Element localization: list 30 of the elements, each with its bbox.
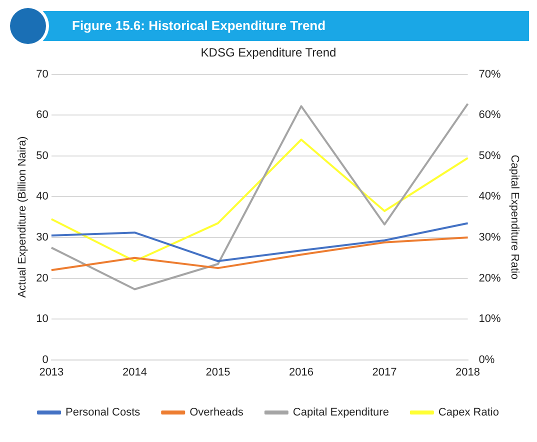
y-axis-title: Actual Expenditure (Billion Naira) (16, 136, 29, 298)
y2-tick-label: 50% (478, 150, 502, 162)
y-tick-label: 30 (36, 232, 48, 244)
y2-tick-label: 0% (478, 354, 495, 366)
legend-label: Personal Costs (66, 406, 141, 419)
y2-tick-label: 60% (478, 109, 502, 122)
x-tick-label: 2015 (206, 366, 230, 378)
y-tick-label: 60 (36, 109, 48, 122)
x-tick-label: 2014 (122, 366, 147, 378)
y2-axis-title: Capital Expenditure Ratio (508, 154, 520, 280)
y-tick-label: 70 (36, 68, 48, 80)
legend-label: Capex Ratio (438, 406, 499, 419)
y2-tick-label: 70% (478, 68, 502, 80)
y-tick-label: 10 (36, 313, 48, 326)
y2-tick-label: 40% (478, 190, 502, 203)
y2-tick-label: 30% (478, 232, 502, 244)
y-tick-label: 50 (36, 150, 48, 162)
chart-title: Figure 15.6: Historical Expenditure Trend (42, 11, 529, 41)
y2-tick-label: 20% (478, 272, 502, 284)
x-tick-label: 2016 (289, 366, 314, 378)
x-tick-label: 2017 (372, 366, 397, 378)
legend-label: Capital Expenditure (292, 406, 389, 419)
x-tick-label: 2018 (456, 366, 480, 378)
legend-label: Overheads (190, 406, 244, 419)
y2-tick-label: 10% (478, 313, 502, 326)
y-tick-label: 40 (36, 190, 48, 203)
y-tick-label: 0 (42, 354, 48, 366)
chart-subtitle: KDSG Expenditure Trend (200, 46, 336, 60)
x-tick-label: 2013 (39, 366, 64, 378)
y-tick-label: 20 (36, 272, 48, 284)
